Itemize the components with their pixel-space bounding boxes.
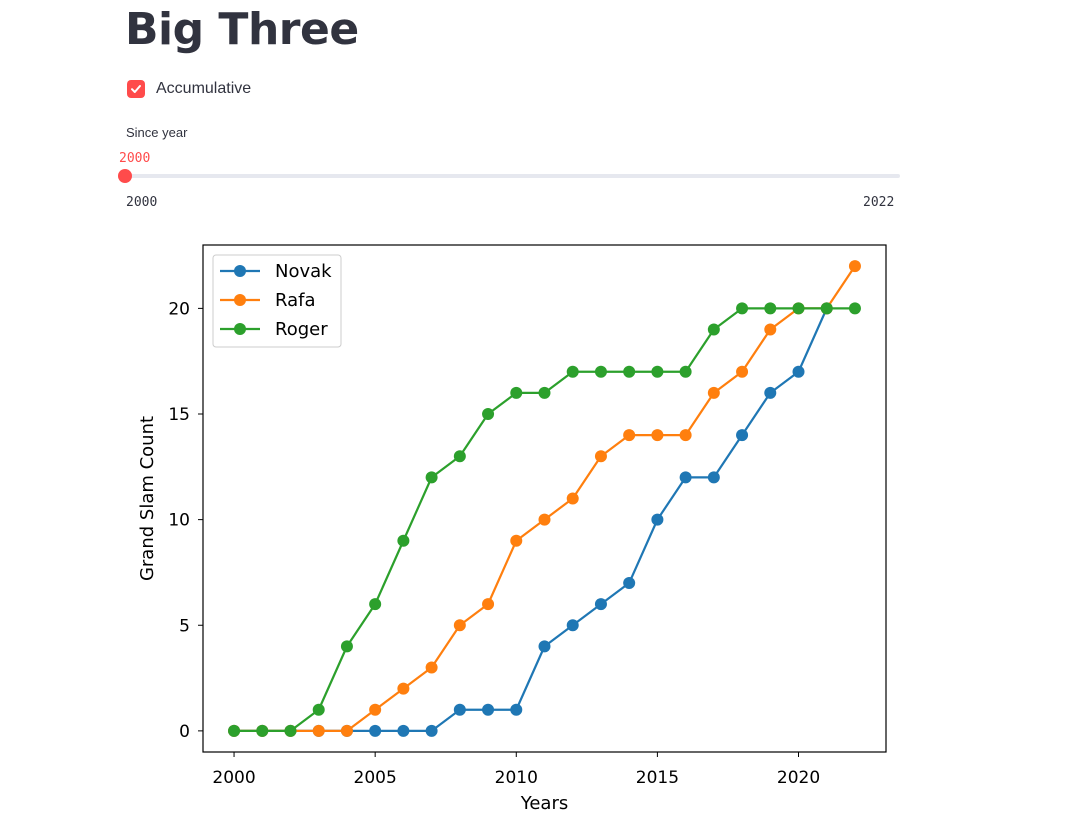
data-point-roger [538, 386, 551, 399]
x-axis-label: Years [520, 793, 569, 814]
x-tick-label: 2015 [636, 768, 679, 788]
data-point-roger [228, 724, 241, 737]
plot-frame [202, 244, 887, 753]
data-point-rafa [482, 598, 495, 611]
data-point-novak [453, 703, 466, 716]
data-point-novak [736, 429, 749, 442]
data-point-roger [736, 302, 749, 315]
data-point-rafa [538, 513, 551, 526]
y-axis-label: Grand Slam Count [137, 416, 158, 581]
accumulative-checkbox[interactable]: Accumulative [127, 80, 251, 98]
checkbox-checked-icon[interactable] [127, 80, 145, 98]
since-year-min-label: 2000 [126, 195, 158, 210]
x-tick-label: 2000 [212, 768, 255, 788]
data-point-roger [425, 471, 438, 484]
y-tick-label: 10 [168, 511, 190, 531]
data-point-novak [707, 471, 720, 484]
legend-marker-novak [234, 265, 246, 277]
data-point-rafa [623, 429, 636, 442]
data-point-roger [707, 323, 720, 336]
page-title: Big Three [125, 4, 359, 55]
legend-label-rafa: Rafa [275, 290, 316, 311]
data-point-novak [651, 513, 664, 526]
y-tick-label: 20 [168, 299, 190, 319]
data-point-rafa [369, 703, 382, 716]
data-point-roger [566, 365, 579, 378]
data-point-rafa [397, 682, 410, 695]
data-point-rafa [679, 429, 692, 442]
x-tick-label: 2005 [354, 768, 397, 788]
since-year-slider-thumb[interactable] [118, 169, 132, 183]
data-point-roger [764, 302, 777, 315]
y-tick-label: 5 [179, 616, 190, 636]
data-point-rafa [340, 724, 353, 737]
data-point-roger [651, 365, 664, 378]
data-point-novak [623, 577, 636, 589]
data-point-novak [679, 471, 692, 484]
x-tick-label: 2020 [777, 768, 820, 788]
data-point-rafa [736, 365, 749, 378]
accumulative-label: Accumulative [156, 80, 252, 97]
data-point-roger [312, 703, 325, 716]
legend-label-novak: Novak [275, 261, 332, 282]
data-point-rafa [594, 450, 607, 463]
data-point-roger [340, 640, 353, 653]
data-point-roger [623, 365, 636, 378]
data-point-roger [369, 598, 382, 611]
legend-marker-roger [234, 323, 246, 335]
data-point-roger [453, 450, 466, 463]
data-point-novak [397, 724, 410, 737]
data-point-roger [284, 724, 297, 737]
data-point-roger [510, 386, 523, 399]
legend-label-roger: Roger [275, 319, 328, 340]
data-point-novak [792, 365, 805, 378]
data-point-novak [369, 724, 382, 737]
data-point-novak [482, 703, 495, 716]
legend-marker-rafa [234, 294, 246, 306]
series-roger [228, 302, 861, 737]
data-point-novak [538, 640, 551, 653]
y-tick-label: 0 [179, 722, 190, 742]
x-tick-label: 2010 [495, 768, 538, 788]
chart-legend: Novak Rafa Roger [212, 254, 342, 348]
data-point-roger [482, 408, 495, 420]
data-point-novak [566, 619, 579, 632]
legend-box [212, 254, 342, 348]
data-point-roger [848, 302, 861, 315]
data-point-novak [425, 724, 438, 737]
data-point-roger [397, 534, 410, 547]
data-point-rafa [312, 724, 325, 737]
data-point-rafa [848, 260, 861, 273]
data-point-rafa [566, 492, 579, 505]
data-point-novak [594, 598, 607, 611]
data-point-roger [792, 302, 805, 315]
since-year-max-label: 2022 [863, 195, 895, 210]
since-year-current-value: 2000 [119, 151, 151, 166]
data-point-roger [256, 724, 269, 737]
data-point-novak [764, 386, 777, 399]
data-point-rafa [707, 386, 720, 399]
since-year-slider-track[interactable] [125, 174, 900, 178]
y-tick-label: 15 [168, 405, 190, 425]
data-point-roger [679, 365, 692, 378]
data-point-rafa [453, 619, 466, 632]
data-point-roger [820, 302, 833, 315]
data-point-rafa [425, 661, 438, 674]
data-point-rafa [651, 429, 664, 442]
data-point-rafa [764, 323, 777, 336]
data-point-rafa [510, 534, 523, 547]
since-year-label: Since year [126, 125, 188, 140]
data-point-roger [594, 365, 607, 378]
data-point-novak [510, 703, 523, 716]
